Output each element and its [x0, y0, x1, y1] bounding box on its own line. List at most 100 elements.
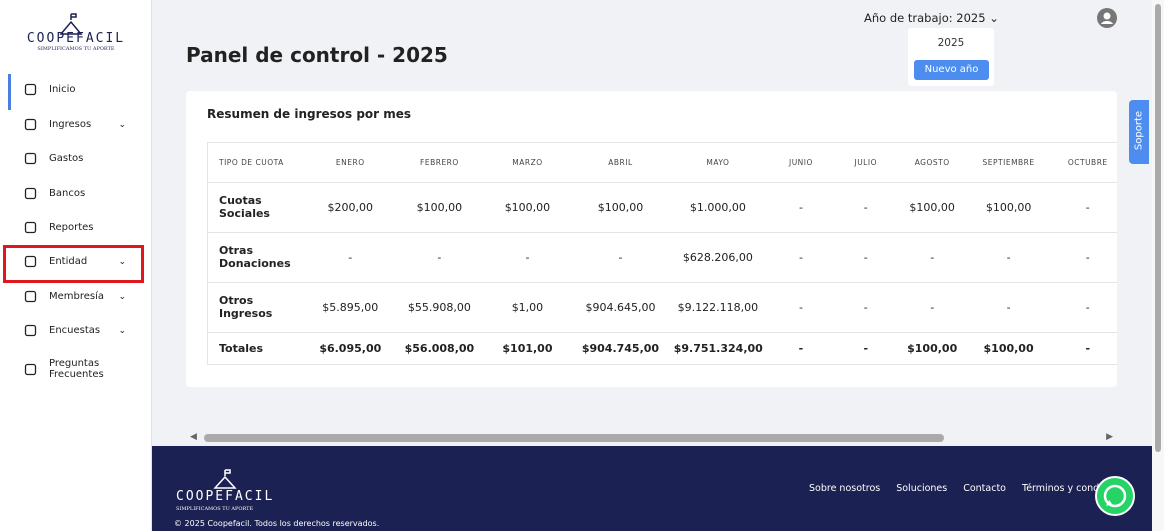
header-row: TIPO DE CUOTA ENERO FEBRERO MARZO ABRIL MAYO J…	[208, 143, 1117, 183]
table-cell: $1.000,00	[669, 182, 767, 233]
table-cell: Otros Ingresos	[208, 282, 306, 333]
footer-link[interactable]: Sobre nosotros	[809, 483, 881, 494]
nav-icon	[24, 187, 37, 200]
scroll-thumb[interactable]	[204, 434, 944, 442]
nav-icon	[24, 363, 37, 375]
column-header: JUNIO	[766, 143, 836, 183]
table-cell: $100,00	[968, 182, 1049, 233]
table-cell: -	[835, 182, 896, 233]
page-title: Panel de control - 2025	[186, 43, 448, 67]
nav-item[interactable]: Bancos	[24, 187, 134, 200]
table-cell: $9.122.118,00	[669, 282, 767, 333]
nav-icon	[24, 290, 37, 303]
scroll-right[interactable]: ▶	[1106, 432, 1113, 442]
chevron: ⌄	[118, 256, 126, 267]
footer: COOPEFACIL SIMPLIFICAMOS TU APORTE © 202…	[152, 446, 1152, 531]
card-title: Resumen de ingresos por mes	[207, 107, 412, 121]
table-cell: -	[1085, 342, 1091, 356]
copyright: © 2025 Coopefacil. Todos los derechos re…	[174, 519, 380, 528]
nav-label: Reportes	[49, 222, 94, 233]
column-header: SEPTIEMBRE	[968, 143, 1049, 183]
footer-link[interactable]: Soluciones	[896, 483, 948, 494]
table-cell: -	[968, 232, 1049, 283]
column-header: ABRIL	[571, 143, 670, 183]
nav-icon	[24, 118, 37, 131]
user-avatar[interactable]	[1097, 8, 1117, 28]
table-cell: $55.908,00	[395, 282, 484, 333]
tagline: SIMPLIFICAMOS TU APORTE	[37, 46, 115, 52]
table-cell: $100,00	[983, 342, 1034, 356]
table-cell: $904.745,00	[581, 342, 660, 356]
new-year-button[interactable]: Nuevo año	[914, 60, 989, 80]
active-indicator	[8, 74, 11, 110]
table-cell: $100,00	[483, 182, 572, 233]
column-header: JULIO	[835, 143, 896, 183]
table-cell: -	[863, 342, 869, 356]
nav-item[interactable]: Reportes	[24, 221, 134, 234]
table-cell: Otras Donaciones	[208, 232, 306, 283]
nav-item[interactable]: Inicio	[24, 83, 134, 96]
nav-icon	[24, 324, 37, 337]
table-cell: $5.895,00	[305, 282, 396, 333]
year-selector[interactable]: Año de trabajo: 2025 ⌄	[864, 11, 999, 25]
footer-links: Sobre nosotros Soluciones Contacto Términos…	[809, 483, 1149, 494]
footer-link[interactable]: Términos y condiciones	[1022, 483, 1133, 494]
nav-label: Encuestas	[49, 325, 101, 336]
h-scrollbar[interactable]: ◀ ▶	[186, 432, 1117, 444]
footer-logo: COOPEFACIL	[176, 489, 275, 504]
nav-label: Preguntas Frecuentes	[49, 358, 104, 380]
column-header: OCTUBRE	[1048, 143, 1117, 183]
scroll-left[interactable]: ◀	[190, 432, 197, 442]
column-header: ENERO	[305, 143, 396, 183]
table-row: Otras Donaciones----$628.206,00------	[208, 232, 1117, 283]
table-cell: -	[895, 232, 969, 283]
nav-item[interactable]: Gastos	[24, 152, 134, 165]
table-cell: Cuotas Sociales	[208, 182, 306, 233]
v-scroll-thumb[interactable]	[1155, 4, 1161, 452]
nav-icon	[24, 221, 37, 234]
column-header: TIPO DE CUOTA	[208, 143, 306, 183]
column-header: FEBRERO	[395, 143, 484, 183]
nav-item[interactable]: Preguntas Frecuentes	[24, 358, 134, 380]
table-cell: $56.008,00	[404, 342, 475, 356]
column-header: AGOSTO	[895, 143, 969, 183]
support-label: Soporte	[1133, 110, 1145, 151]
table-cell: -	[483, 232, 572, 283]
table-cell: -	[968, 282, 1049, 333]
table-cell: $1,00	[483, 282, 572, 333]
table-cell: $6.095,00	[319, 342, 382, 356]
income-table: TIPO DE CUOTA ENERO FEBRERO MARZO ABRIL MAYO J…	[208, 143, 1117, 364]
table-cell: -	[895, 282, 969, 333]
whatsapp-button[interactable]	[1095, 476, 1135, 516]
year-option[interactable]: 2025	[937, 37, 965, 49]
table-cell: -	[766, 182, 836, 233]
footer-tagline: SIMPLIFICAMOS TU APORTE	[176, 506, 254, 512]
table-cell: $628.206,00	[669, 232, 767, 283]
column-header: MARZO	[483, 143, 572, 183]
nav-label: Entidad	[49, 256, 88, 267]
nav-label: Bancos	[49, 188, 86, 199]
nav-item[interactable]: Entidad ⌄	[24, 255, 134, 268]
table-cell: Totales	[219, 342, 264, 356]
chevron: ⌄	[118, 119, 126, 130]
table-wrapper: TIPO DE CUOTA ENERO FEBRERO MARZO ABRIL MAYO J…	[207, 142, 1117, 365]
footer-link[interactable]: Contacto	[963, 483, 1006, 494]
footer-logo-icon	[213, 469, 237, 489]
chevron: ⌄	[118, 291, 126, 302]
logo-icon	[59, 13, 83, 35]
year-dropdown: 2025 Nuevo año	[908, 28, 994, 86]
table-cell: -	[835, 282, 896, 333]
year-selector-label: Año de trabajo: 2025	[864, 11, 986, 25]
v-scrollbar[interactable]	[1152, 0, 1164, 531]
nav-item[interactable]: Ingresos ⌄	[24, 118, 134, 131]
nav-icon	[24, 152, 37, 165]
nav-item[interactable]: Encuestas ⌄	[24, 324, 134, 337]
nav-label: Gastos	[49, 153, 84, 164]
support-tab[interactable]: Soporte	[1129, 100, 1149, 164]
table-row: Cuotas Sociales $200,00 $100,00 $100,00 $100…	[208, 182, 1117, 233]
nav-item[interactable]: Membresía ⌄	[24, 290, 134, 303]
table-cell: -	[1048, 232, 1117, 283]
table-cell: $904.645,00	[571, 282, 670, 333]
table-cell: $100,00	[907, 342, 958, 356]
table-cell: -	[835, 232, 896, 283]
